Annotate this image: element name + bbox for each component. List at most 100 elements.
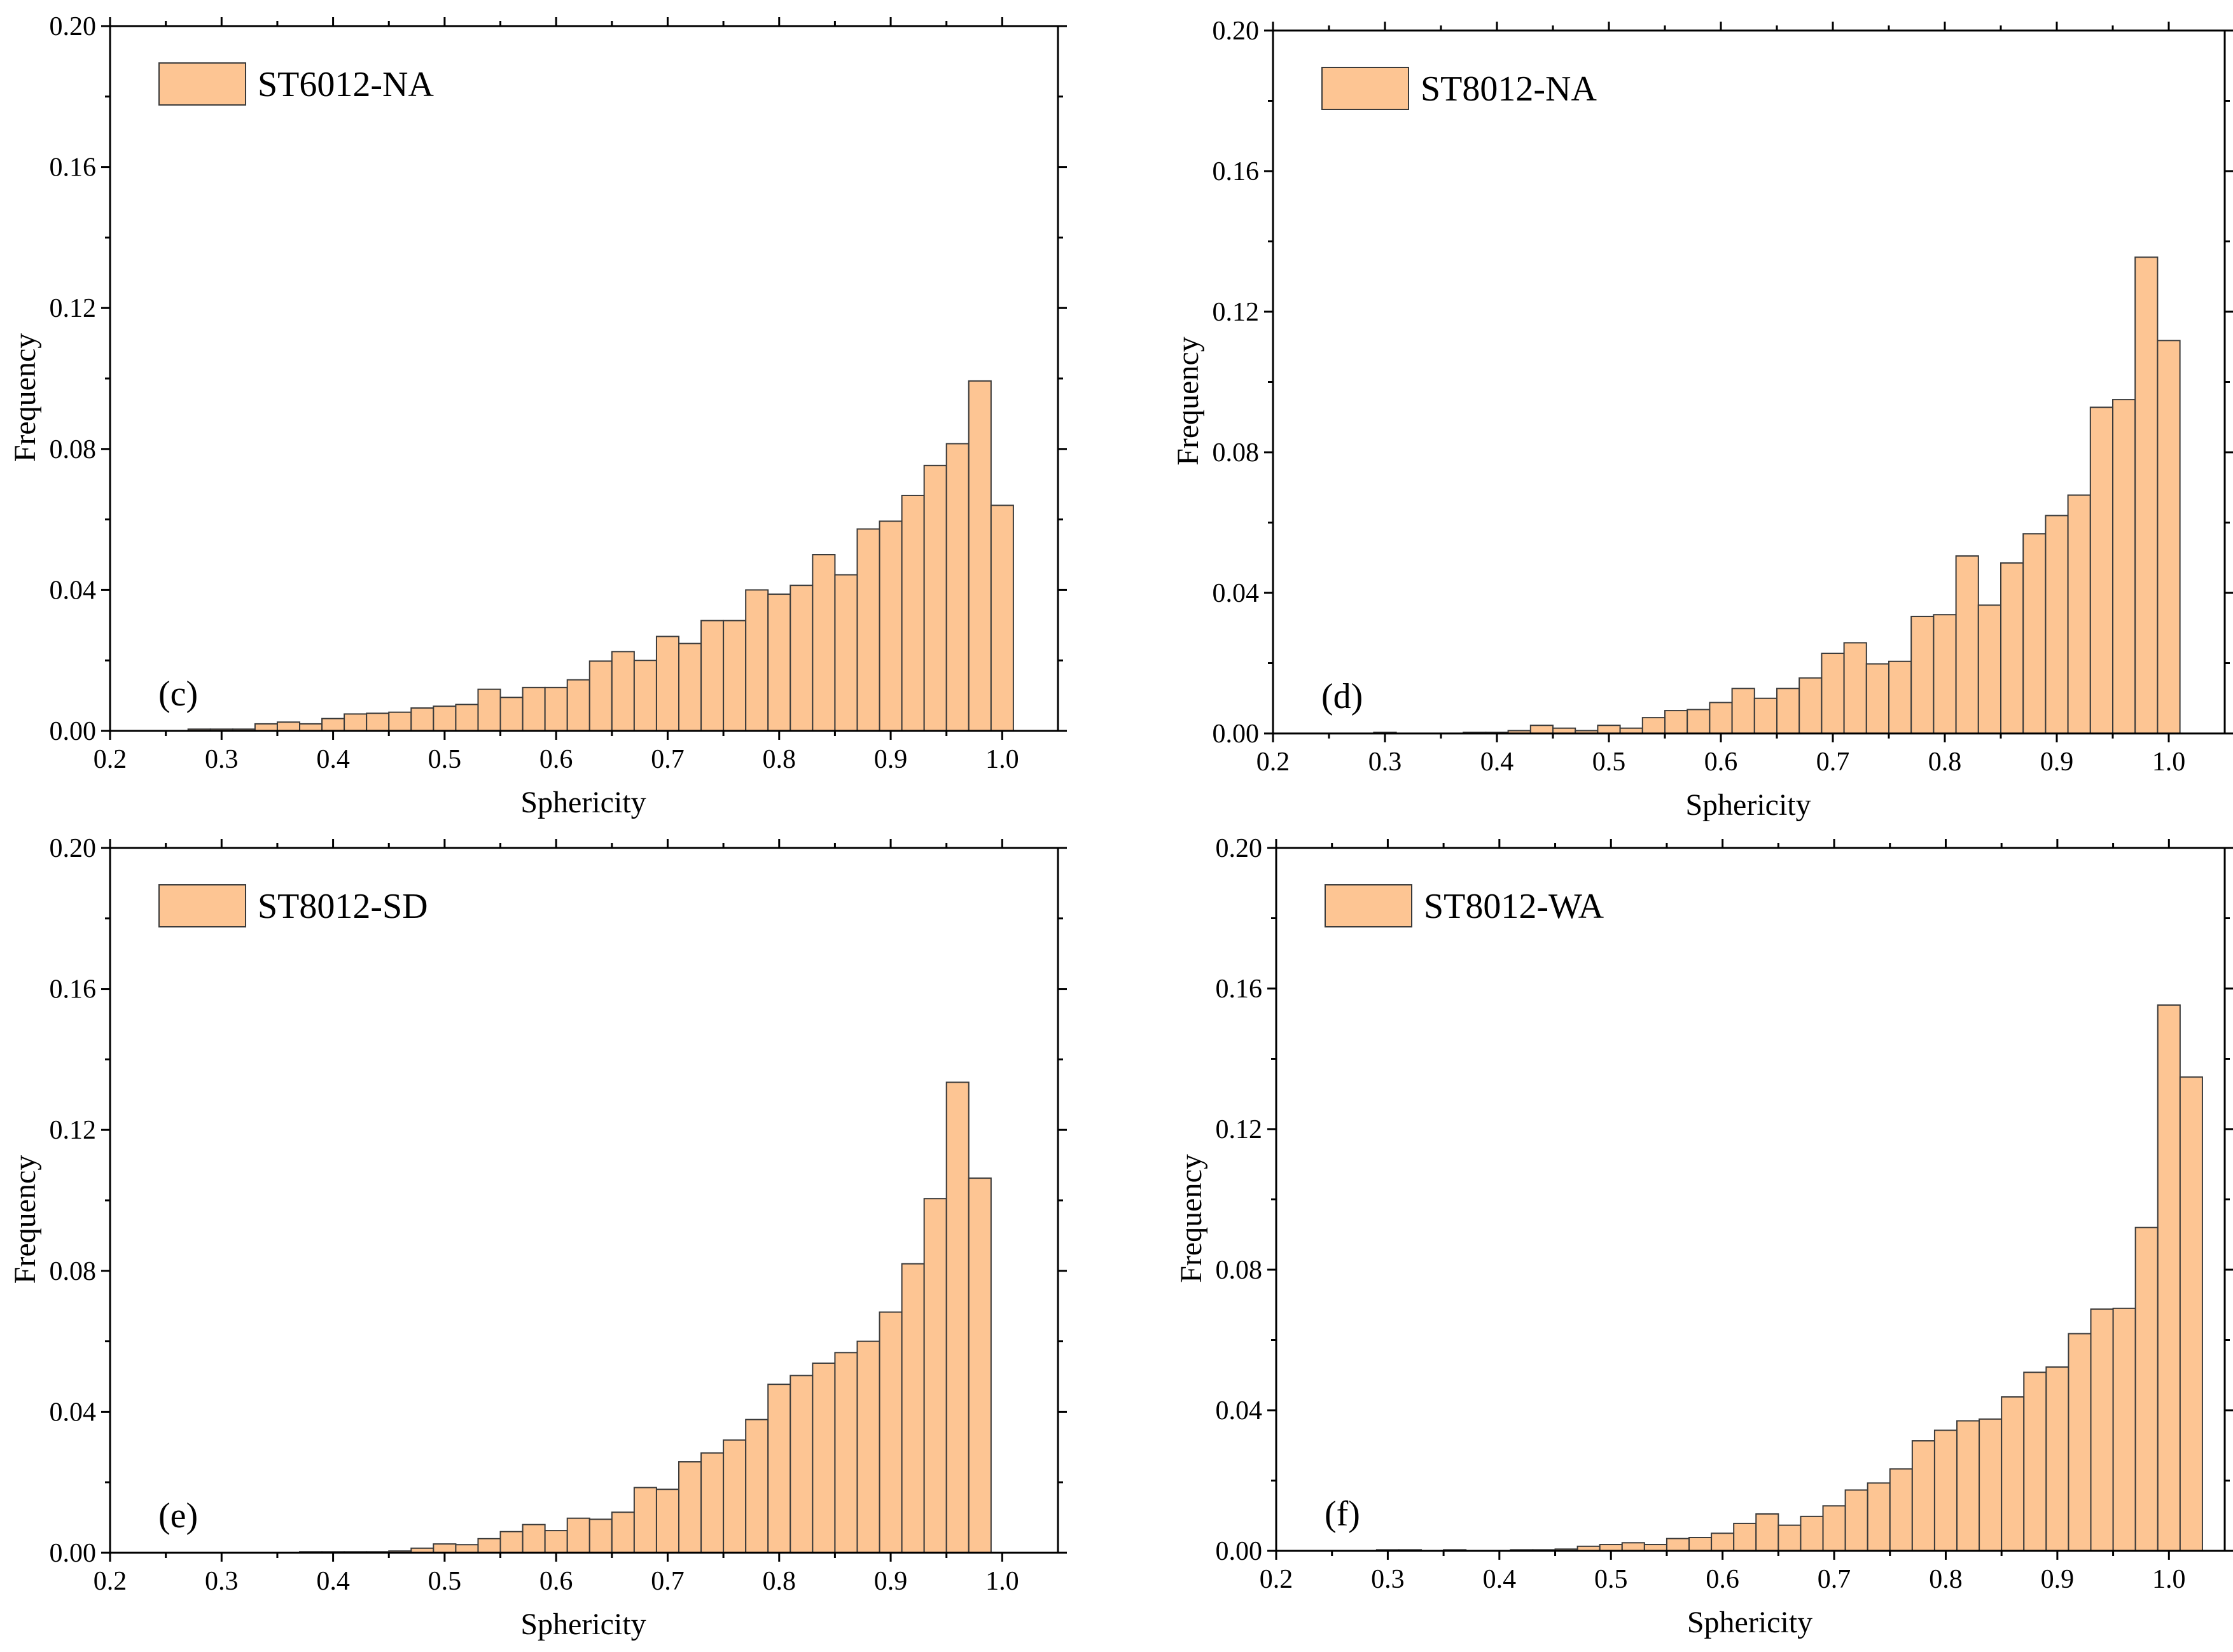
histogram-bar xyxy=(433,705,457,732)
histogram-bar xyxy=(1621,1542,1645,1552)
x-tick-label: 0.9 xyxy=(2041,1565,2075,1594)
legend-swatch xyxy=(158,884,246,927)
y-tick-label: 0.08 xyxy=(1213,438,1260,468)
x-tick-label: 1.0 xyxy=(2152,1565,2186,1594)
histogram-bar xyxy=(2089,406,2114,734)
histogram-bar xyxy=(700,620,725,732)
histogram-bar xyxy=(700,1452,725,1553)
histogram-bar xyxy=(388,711,412,732)
panel-d: 0.2 0.3 0.4 0.5 0.6 0.7 0.8 0.9 1.00.000.040.080… xyxy=(1171,17,2233,822)
histogram-bar xyxy=(1641,717,1666,735)
histogram-bar xyxy=(1798,677,1823,734)
histogram-bar xyxy=(2067,494,2091,735)
histogram-bar xyxy=(1709,702,1733,735)
histogram-bar xyxy=(879,1311,903,1554)
histogram-bar xyxy=(678,642,702,732)
x-tick-label: 0.8 xyxy=(763,1567,797,1596)
y-tick-label: 0.08 xyxy=(50,1257,97,1286)
y-tick-label: 0.16 xyxy=(50,153,97,183)
panel-label: (d) xyxy=(1321,677,1363,716)
x-axis-title: Sphericity xyxy=(520,786,646,819)
bars xyxy=(187,380,1014,732)
y-tick-label: 0.20 xyxy=(1216,834,1263,863)
histogram-bar xyxy=(522,686,546,732)
y-tick-label: 0.20 xyxy=(1213,17,1260,46)
y-tick-label: 0.04 xyxy=(50,576,97,605)
histogram-bar xyxy=(1664,710,1688,734)
panel-label: (c) xyxy=(158,674,198,714)
y-tick-label: 0.16 xyxy=(1213,157,1260,186)
histogram-bar xyxy=(1800,1515,1824,1552)
histogram-bar xyxy=(1777,1524,1802,1551)
x-tick-label: 0.4 xyxy=(1483,1565,1517,1594)
histogram-bar xyxy=(633,1487,657,1554)
histogram-bar xyxy=(879,520,903,732)
histogram-bar xyxy=(1955,555,1979,734)
panel-label: (e) xyxy=(158,1496,198,1536)
histogram-bar xyxy=(566,679,590,732)
histogram-bar xyxy=(767,1384,791,1553)
x-axis-title: Sphericity xyxy=(520,1607,646,1641)
histogram-bar xyxy=(856,1340,880,1554)
histogram-bar xyxy=(2068,1333,2092,1552)
histogram-bar xyxy=(901,494,925,732)
legend-label: ST8012-SD xyxy=(258,887,428,926)
histogram-bar xyxy=(968,1177,992,1553)
y-tick-label: 0.16 xyxy=(1216,975,1263,1004)
histogram-bar xyxy=(856,528,880,732)
histogram-bar xyxy=(1933,614,1957,734)
x-tick-label: 0.3 xyxy=(1371,1565,1405,1594)
x-tick-label: 0.9 xyxy=(874,1567,908,1596)
x-axis: 0.2 0.3 0.4 0.5 0.6 0.7 0.8 0.9 1.0 xyxy=(1260,839,2186,1594)
x-tick-label: 0.7 xyxy=(1818,1565,1851,1594)
histogram-bar xyxy=(1753,697,1778,734)
histogram-bar xyxy=(678,1461,702,1554)
histogram-bar xyxy=(723,1439,747,1553)
histogram-bar xyxy=(566,1517,590,1553)
histogram-bar xyxy=(455,1544,479,1554)
histogram-bar xyxy=(745,589,769,732)
x-tick-label: 0.9 xyxy=(874,745,908,774)
x-tick-label: 0.2 xyxy=(94,1567,127,1596)
y-axis: 0.00 0.04 0.08 0.12 0.16 0.20 xyxy=(50,12,1067,746)
histogram-bar xyxy=(834,1352,858,1554)
histogram-bar xyxy=(2045,515,2069,734)
x-tick-label: 0.3 xyxy=(205,1567,239,1596)
histogram-bar xyxy=(812,554,836,732)
histogram-bar xyxy=(1888,660,1912,734)
histogram-bar xyxy=(1711,1532,1735,1552)
histogram-bar xyxy=(1865,663,1890,734)
histogram-bar xyxy=(1755,1513,1779,1551)
y-tick-label: 0.12 xyxy=(1216,1115,1263,1144)
histogram-bar xyxy=(1867,1482,1891,1552)
histogram-bar xyxy=(544,1530,568,1554)
y-tick-label: 0.20 xyxy=(50,12,97,41)
legend-label: ST6012-NA xyxy=(258,65,434,104)
histogram-bar xyxy=(611,651,635,732)
histogram-bar xyxy=(1666,1537,1690,1551)
histogram-bar xyxy=(1776,688,1800,735)
histogram-bar xyxy=(945,443,970,732)
bars xyxy=(1373,256,2181,735)
x-tick-label: 0.4 xyxy=(316,745,350,774)
x-tick-label: 0.5 xyxy=(1592,747,1626,777)
histogram-bar xyxy=(2000,562,2024,734)
histogram-bar xyxy=(655,635,679,732)
histogram-bar xyxy=(767,593,791,732)
histogram-bar xyxy=(655,1489,679,1554)
x-tick-label: 0.6 xyxy=(539,745,573,774)
histogram-bar xyxy=(477,1537,501,1554)
histogram-bar xyxy=(1844,1489,1868,1551)
histogram-bar xyxy=(410,707,435,732)
x-tick-label: 0.5 xyxy=(428,1567,462,1596)
y-tick-label: 0.08 xyxy=(50,435,97,464)
histogram-bar xyxy=(834,574,858,732)
histogram-bar xyxy=(1821,653,1845,735)
histogram-bar xyxy=(1910,616,1935,735)
y-tick-label: 0.16 xyxy=(50,975,97,1004)
x-tick-label: 0.7 xyxy=(651,1567,685,1596)
histogram-bar xyxy=(1979,1418,2003,1552)
y-axis-title: Frequency xyxy=(1171,337,1205,466)
histogram-bar xyxy=(2112,1307,2136,1552)
